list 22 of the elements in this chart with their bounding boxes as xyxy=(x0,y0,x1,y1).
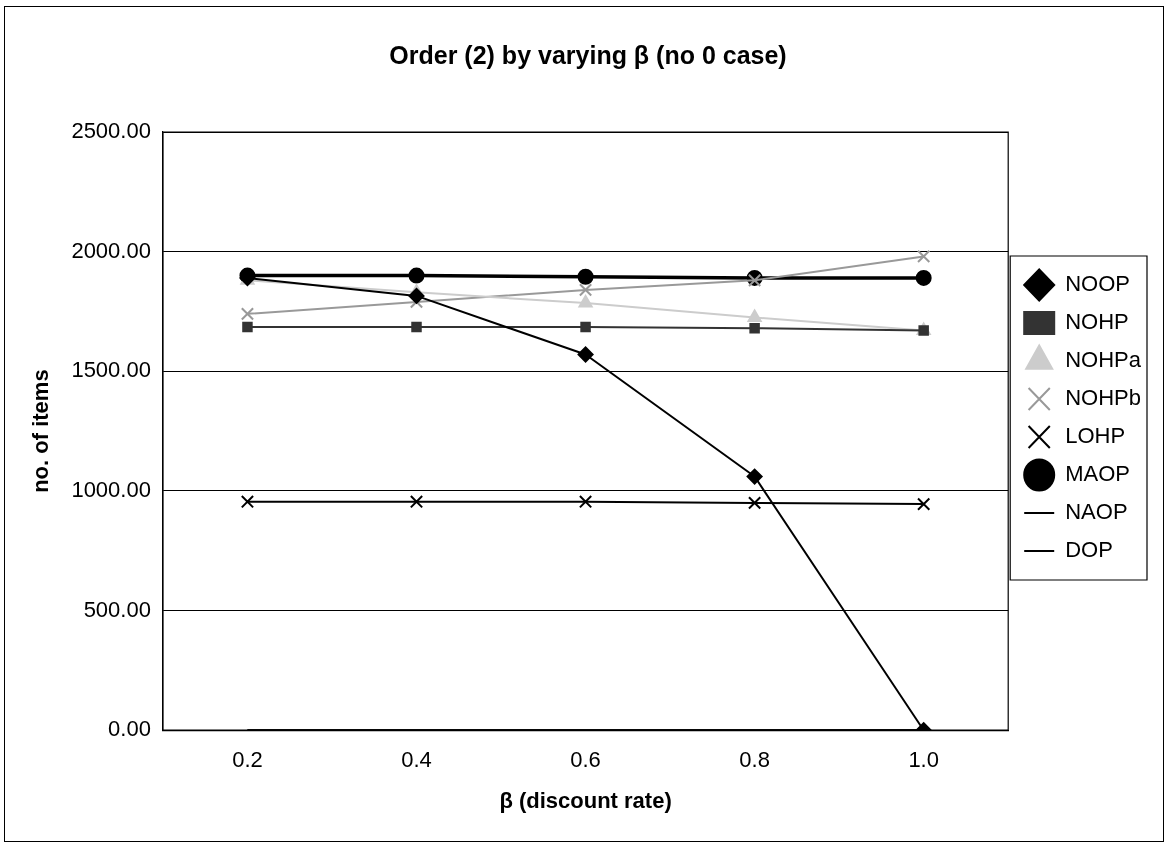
y-tick-label: 0.00 xyxy=(108,716,151,742)
legend-label: LOHP xyxy=(1065,423,1126,449)
legend-label: MAOP xyxy=(1065,461,1130,487)
x-tick-label: 0.6 xyxy=(570,747,601,773)
x-tick-label: 0.8 xyxy=(739,747,770,773)
x-tick-label: 0.2 xyxy=(232,747,263,773)
y-tick-label: 1500.00 xyxy=(71,357,151,383)
y-tick-label: 2500.00 xyxy=(71,118,151,144)
x-axis-title: β (discount rate) xyxy=(499,787,672,813)
legend-label: NOHP xyxy=(1065,309,1129,335)
y-tick-label: 2000.00 xyxy=(71,237,151,263)
x-tick-label: 1.0 xyxy=(908,747,939,773)
y-tick-label: 500.00 xyxy=(83,596,151,622)
x-tick-label: 0.4 xyxy=(401,747,432,773)
y-axis-title: no. of items xyxy=(28,369,54,493)
y-tick-label: 1000.00 xyxy=(71,476,151,502)
legend-label: NOHPb xyxy=(1065,385,1141,411)
chart-title: Order (2) by varying β (no 0 case) xyxy=(389,40,787,69)
legend-label: NOHPa xyxy=(1065,347,1142,373)
legend-label: DOP xyxy=(1065,537,1113,563)
legend-label: NOOP xyxy=(1065,271,1130,297)
legend-label: NAOP xyxy=(1065,499,1128,525)
